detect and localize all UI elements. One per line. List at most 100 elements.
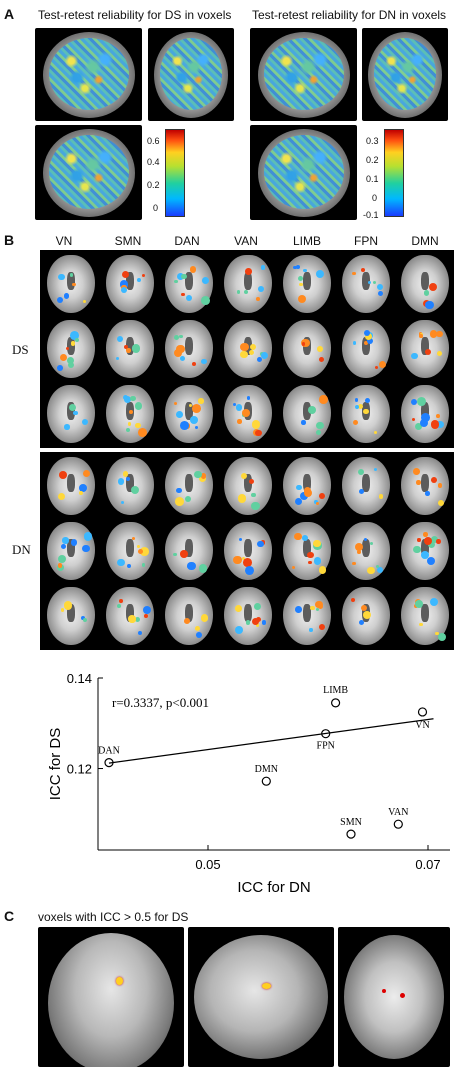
ventricle — [67, 272, 75, 290]
activation-spot — [179, 334, 183, 339]
activation-spot — [256, 356, 263, 363]
activation-spot — [137, 277, 142, 282]
activation-spot — [174, 279, 178, 284]
axial-slice-thumbnail — [106, 522, 154, 580]
y-tick-label: 0.12 — [67, 762, 92, 777]
activation-spot — [358, 489, 364, 495]
activation-spot — [115, 356, 119, 360]
activation-spot — [436, 330, 443, 338]
activation-spot — [119, 280, 129, 289]
network-label-van: VAN — [234, 234, 258, 248]
activation-spot — [143, 613, 148, 619]
activation-spot — [310, 606, 315, 611]
axial-slice-thumbnail — [47, 320, 95, 378]
activation-spot — [425, 491, 430, 496]
high-icc-spot — [400, 993, 405, 998]
activation-spot — [301, 420, 306, 425]
activation-spot — [255, 623, 259, 627]
activation-spot — [243, 557, 252, 567]
ds-axial-map — [35, 125, 142, 220]
axial-slice-thumbnail — [106, 385, 154, 443]
activation-spot — [196, 631, 203, 638]
ventricle — [185, 539, 193, 557]
ventricle — [185, 402, 193, 420]
ventricle — [185, 474, 193, 492]
activation-spot — [296, 484, 302, 491]
ds-coronal-map — [148, 28, 234, 121]
ventricle — [303, 604, 311, 622]
ds-high-icc-coronal — [38, 927, 184, 1067]
activation-spot — [193, 470, 202, 479]
activation-spot — [427, 540, 436, 548]
activation-spot — [232, 403, 236, 407]
dn-coronal-map — [362, 28, 448, 121]
ventricle — [126, 272, 134, 290]
ventricle — [67, 539, 75, 557]
row-group-label-dn: DN — [12, 542, 31, 557]
activation-spot — [233, 556, 242, 565]
activation-spot — [416, 480, 421, 485]
axial-slice-thumbnail — [47, 457, 95, 515]
activation-spot — [125, 476, 130, 481]
activation-spot — [436, 539, 441, 544]
activation-spot — [83, 532, 93, 541]
dn-colorbar — [384, 129, 404, 217]
activation-spot — [176, 487, 182, 494]
activation-spot — [436, 414, 441, 418]
ventricle — [67, 402, 75, 420]
axial-slice-thumbnail — [47, 587, 95, 645]
activation-spot — [179, 550, 188, 558]
activation-spot — [377, 290, 383, 296]
high-icc-spot — [116, 977, 123, 985]
activation-spot — [362, 610, 372, 620]
activation-spot — [308, 561, 312, 565]
activation-spot — [117, 478, 125, 485]
ds-high-icc-sagittal — [188, 927, 334, 1067]
activation-spot — [66, 346, 70, 351]
axial-slice-thumbnail — [401, 587, 449, 645]
ventricle — [185, 604, 193, 622]
activation-spot — [254, 603, 262, 611]
ventricle — [421, 337, 429, 355]
activation-spot — [301, 535, 308, 541]
dn-colorbar-tick: 0.1 — [366, 174, 379, 184]
activation-spot — [303, 489, 312, 498]
activation-spot — [175, 411, 183, 418]
regression-line — [108, 718, 434, 764]
activation-spot — [234, 625, 244, 635]
ventricle — [421, 539, 429, 557]
activation-spot — [201, 358, 207, 365]
activation-spot — [79, 491, 84, 495]
activation-spot — [198, 564, 208, 573]
activation-spot — [186, 295, 193, 302]
activation-spot — [137, 630, 142, 635]
activation-spot — [316, 421, 324, 430]
activation-spot — [435, 631, 439, 636]
axial-slice-thumbnail — [342, 320, 390, 378]
network-label-vn: VN — [55, 234, 73, 248]
panel-a-title-ds: Test-retest reliability for DS in voxels — [38, 8, 232, 22]
activation-spot — [63, 293, 69, 299]
activation-spot — [246, 396, 251, 400]
activation-spot — [126, 348, 131, 353]
activation-spot — [365, 397, 371, 403]
dn-axial-map — [250, 125, 357, 220]
activation-spot — [134, 402, 143, 410]
activation-spot — [187, 561, 196, 570]
data-point-limb — [331, 698, 341, 708]
axial-slice-thumbnail — [165, 385, 213, 443]
ventricle — [126, 604, 134, 622]
axial-slice-thumbnail — [224, 457, 272, 515]
activation-spot — [179, 356, 185, 362]
ventricle — [126, 539, 134, 557]
activation-spot — [244, 566, 254, 576]
activation-spot — [200, 614, 209, 622]
activation-spot — [175, 496, 185, 506]
activation-spot — [82, 470, 90, 478]
activation-spot — [122, 471, 128, 477]
activation-spot — [355, 404, 359, 409]
network-label-fpn: FPN — [354, 234, 378, 248]
activation-spot — [57, 296, 64, 303]
activation-spot — [354, 398, 359, 402]
activation-spot — [291, 565, 296, 569]
